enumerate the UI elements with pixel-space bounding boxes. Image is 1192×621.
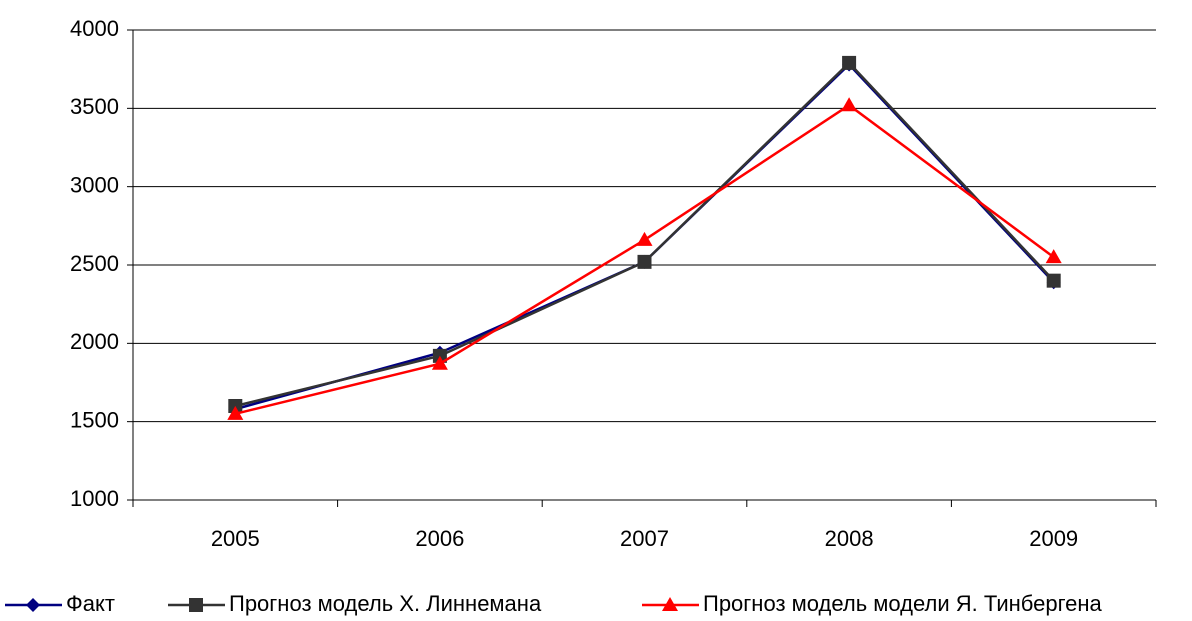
marker: [662, 597, 678, 611]
marker: [1045, 249, 1062, 264]
legend-label: Прогноз модель Х. Линнемана: [229, 591, 542, 616]
marker: [1046, 273, 1061, 288]
marker: [227, 405, 244, 420]
y-tick-label: 2000: [70, 329, 119, 354]
marker: [841, 97, 858, 112]
y-tick-label: 4000: [70, 16, 119, 41]
y-tick-label: 1500: [70, 407, 119, 432]
x-tick-label: 2008: [825, 526, 874, 551]
marker: [189, 598, 203, 612]
marker: [637, 254, 652, 269]
x-tick-label: 2005: [211, 526, 260, 551]
legend-label: Факт: [66, 591, 115, 616]
x-tick-label: 2009: [1029, 526, 1078, 551]
marker: [431, 355, 448, 370]
marker: [842, 55, 857, 70]
y-tick-label: 3000: [70, 172, 119, 197]
y-tick-label: 2500: [70, 251, 119, 276]
x-tick-label: 2006: [415, 526, 464, 551]
y-tick-label: 3500: [70, 94, 119, 119]
y-tick-label: 1000: [70, 486, 119, 511]
marker: [26, 598, 40, 612]
legend-label: Прогноз модель модели Я. Тинбергена: [703, 591, 1103, 616]
x-tick-label: 2007: [620, 526, 669, 551]
marker: [636, 231, 653, 246]
